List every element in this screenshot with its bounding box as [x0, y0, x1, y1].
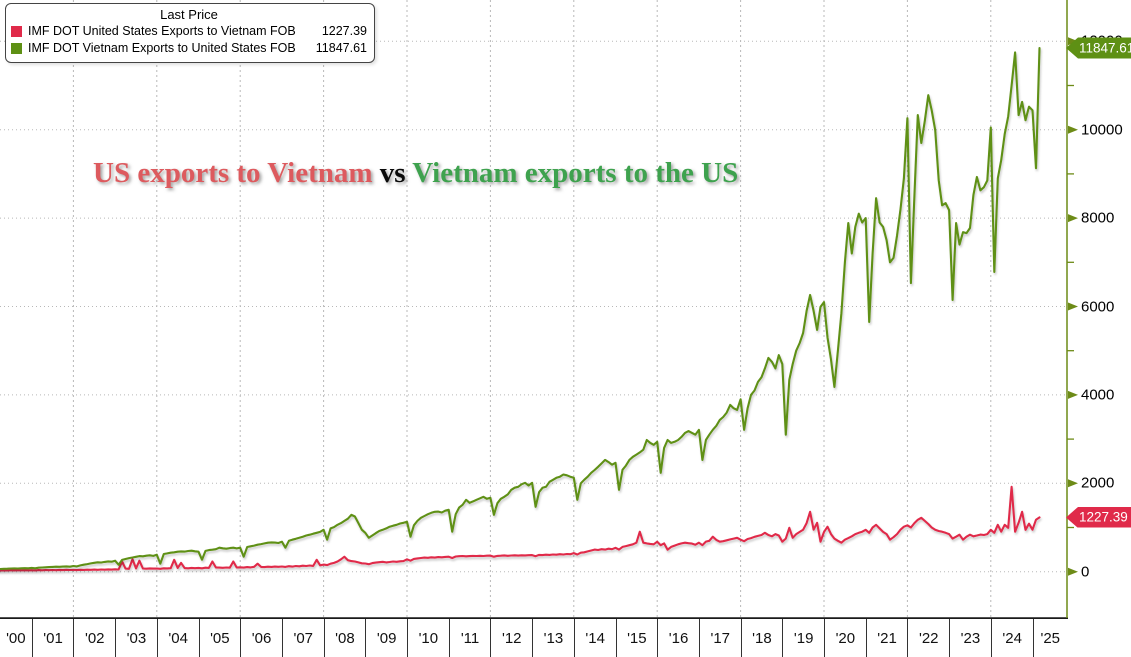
x-axis-year-13: '13: [532, 619, 574, 657]
last-price-badge-red: 1227.39: [1066, 506, 1131, 528]
x-axis-year-12: '12: [490, 619, 532, 657]
x-axis-year-04: '04: [156, 619, 199, 657]
x-axis-year-16: '16: [657, 619, 699, 657]
x-axis-year-22: '22: [907, 619, 949, 657]
x-axis-year-23: '23: [949, 619, 991, 657]
legend-box: Last Price IMF DOT United States Exports…: [5, 3, 375, 63]
x-axis-year-18: '18: [740, 619, 783, 657]
x-axis-year-00: '00: [6, 630, 26, 647]
y-axis-label: 4000: [1081, 386, 1115, 404]
x-axis-year-09: '09: [365, 619, 407, 657]
x-axis-year-05: '05: [198, 619, 241, 657]
green-series-swatch-icon: [11, 43, 22, 54]
x-axis-year-03: '03: [115, 619, 157, 657]
x-axis-strip: '00'01'02'03'04'05'06'07'08'09'10'11'12 '…: [0, 618, 1068, 657]
y-axis-label: 10000: [1081, 121, 1123, 139]
legend-value: 1227.39: [321, 24, 367, 38]
legend-value: 11847.61: [315, 41, 367, 55]
x-axis-year-24: '24: [990, 619, 1033, 657]
red-series-swatch-icon: [11, 26, 22, 37]
legend-label: IMF DOT United States Exports to Vietnam…: [28, 24, 296, 38]
x-axis-year-06: '06: [240, 619, 282, 657]
x-axis-year-17: '17: [698, 619, 741, 657]
x-axis-year-01: '01: [31, 619, 74, 657]
y-axis-label: 8000: [1081, 209, 1115, 227]
title-vietnam-exports: Vietnam exports to the US: [412, 157, 739, 189]
x-axis-year-21: '21: [865, 619, 908, 657]
x-axis-year-07: '07: [281, 619, 324, 657]
legend-label: IMF DOT Vietnam Exports to United States…: [28, 41, 296, 55]
y-axis-label: 6000: [1081, 298, 1115, 315]
chart-title: US exports to Vietnam vs Vietnam exports…: [93, 157, 738, 190]
x-axis-year-14: '14: [573, 619, 616, 657]
x-axis-year-02: '02: [73, 619, 115, 657]
title-vs: vs: [372, 157, 413, 189]
x-axis-year-08: '08: [323, 619, 366, 657]
x-axis-year-15: '15: [615, 619, 658, 657]
y-axis-label: 2000: [1081, 474, 1115, 492]
legend-item-us-exports: IMF DOT United States Exports to Vietnam…: [11, 23, 367, 40]
legend-title: Last Price: [160, 7, 218, 22]
y-axis-label: 0: [1081, 563, 1090, 581]
last-price-badge-green: 11847.61: [1066, 37, 1131, 59]
x-axis-year-19: '19: [782, 619, 824, 657]
x-axis-year-25: '25: [1032, 619, 1068, 657]
x-axis-year-10: '10: [407, 619, 449, 657]
x-axis-year-20: '20: [824, 619, 866, 657]
legend-item-vietnam-exports: IMF DOT Vietnam Exports to United States…: [11, 40, 367, 57]
x-axis-year-11: '11: [448, 619, 491, 657]
title-us-exports: US exports to Vietnam: [93, 157, 373, 189]
